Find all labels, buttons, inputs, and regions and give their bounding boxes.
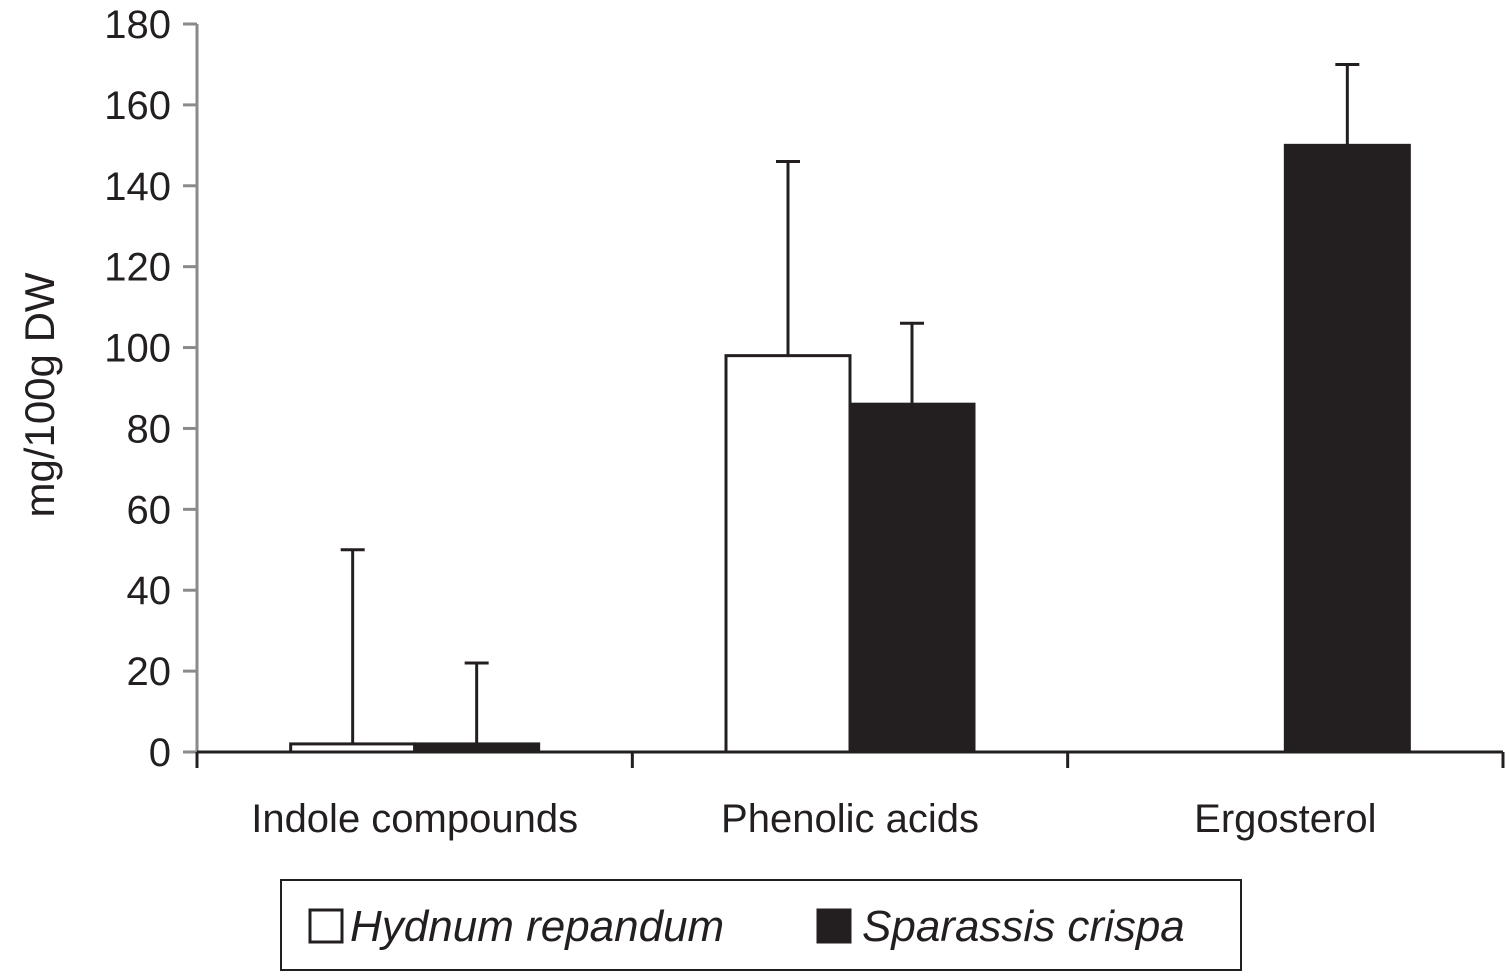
labels-layer: 0 20 40 60 80 100 120 140 160 180 Indole compounds… bbox=[104, 3, 1376, 841]
legend-label-sparassis-crispa: Sparassis crispa bbox=[862, 902, 1185, 951]
legend-swatch-hydnum-repandum bbox=[308, 908, 344, 944]
y-tick-label-20: 20 bbox=[127, 650, 172, 694]
y-tick-label-180: 180 bbox=[104, 3, 171, 47]
bars-layer bbox=[289, 62, 1411, 754]
bar-sparassis-crispa-indole-compounds bbox=[413, 742, 541, 754]
bar-sparassis-crispa-phenolic-acids bbox=[848, 402, 976, 754]
legend-label-hydnum-repandum: Hydnum repandum bbox=[350, 902, 724, 951]
x-tick-label-indole-compounds: Indole compounds bbox=[251, 797, 578, 841]
legend-box bbox=[280, 879, 1242, 971]
bar-sparassis-crispa-ergosterol bbox=[1283, 143, 1411, 754]
bar-hydnum-repandum-phenolic-acids bbox=[724, 354, 852, 754]
x-tick-label-phenolic-acids: Phenolic acids bbox=[721, 797, 979, 841]
y-tick-label-60: 60 bbox=[127, 488, 172, 532]
legend: Hydnum repandum Sparassis crispa bbox=[280, 879, 1242, 971]
bar-hydnum-repandum-indole-compounds bbox=[289, 742, 417, 754]
y-tick-label-80: 80 bbox=[127, 407, 172, 451]
y-tick-label-160: 160 bbox=[104, 84, 171, 128]
x-tick-label-ergosterol: Ergosterol bbox=[1194, 797, 1376, 841]
y-tick-label-100: 100 bbox=[104, 327, 171, 371]
y-tick-label-40: 40 bbox=[127, 569, 172, 613]
y-tick-label-0: 0 bbox=[149, 731, 171, 775]
legend-swatch-sparassis-crispa bbox=[816, 908, 852, 944]
y-tick-label-140: 140 bbox=[104, 165, 171, 209]
y-axis-title: mg/100g DW bbox=[16, 272, 63, 517]
y-tick-label-120: 120 bbox=[104, 246, 171, 290]
